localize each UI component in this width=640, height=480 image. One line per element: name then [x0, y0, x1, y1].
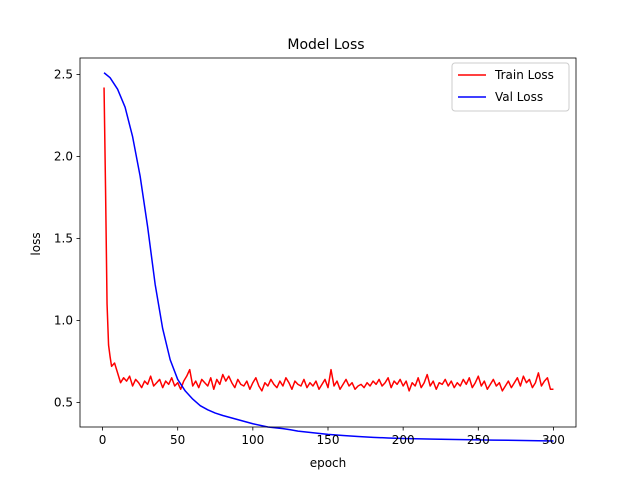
- x-tick-label: 250: [467, 433, 490, 447]
- x-tick-label: 100: [241, 433, 264, 447]
- x-axis-label: epoch: [310, 456, 347, 470]
- y-tick-label: 2.0: [54, 149, 73, 163]
- x-tick-label: 300: [542, 433, 565, 447]
- legend-label: Val Loss: [495, 90, 543, 104]
- chart-title: Model Loss: [287, 37, 364, 53]
- y-tick-label: 2.5: [54, 67, 73, 81]
- plot-area: 0 50 100 150 200 250 300 0.5 1.0 1.5 2.0 2.5: [54, 57, 577, 447]
- series-line-val-loss: [103, 72, 554, 442]
- series-line-train-loss: [103, 87, 554, 392]
- x-tick-label: 150: [317, 433, 340, 447]
- y-tick-label: 1.5: [54, 231, 73, 245]
- legend-label: Train Loss: [494, 68, 554, 82]
- y-tick-label: 0.5: [54, 395, 73, 409]
- y-axis-label: loss: [29, 232, 43, 255]
- x-tick-label: 50: [170, 433, 185, 447]
- x-tick-label: 0: [99, 433, 107, 447]
- y-tick-label: 1.0: [54, 313, 73, 327]
- x-tick-label: 200: [392, 433, 415, 447]
- legend: Train Loss Val Loss: [451, 62, 570, 112]
